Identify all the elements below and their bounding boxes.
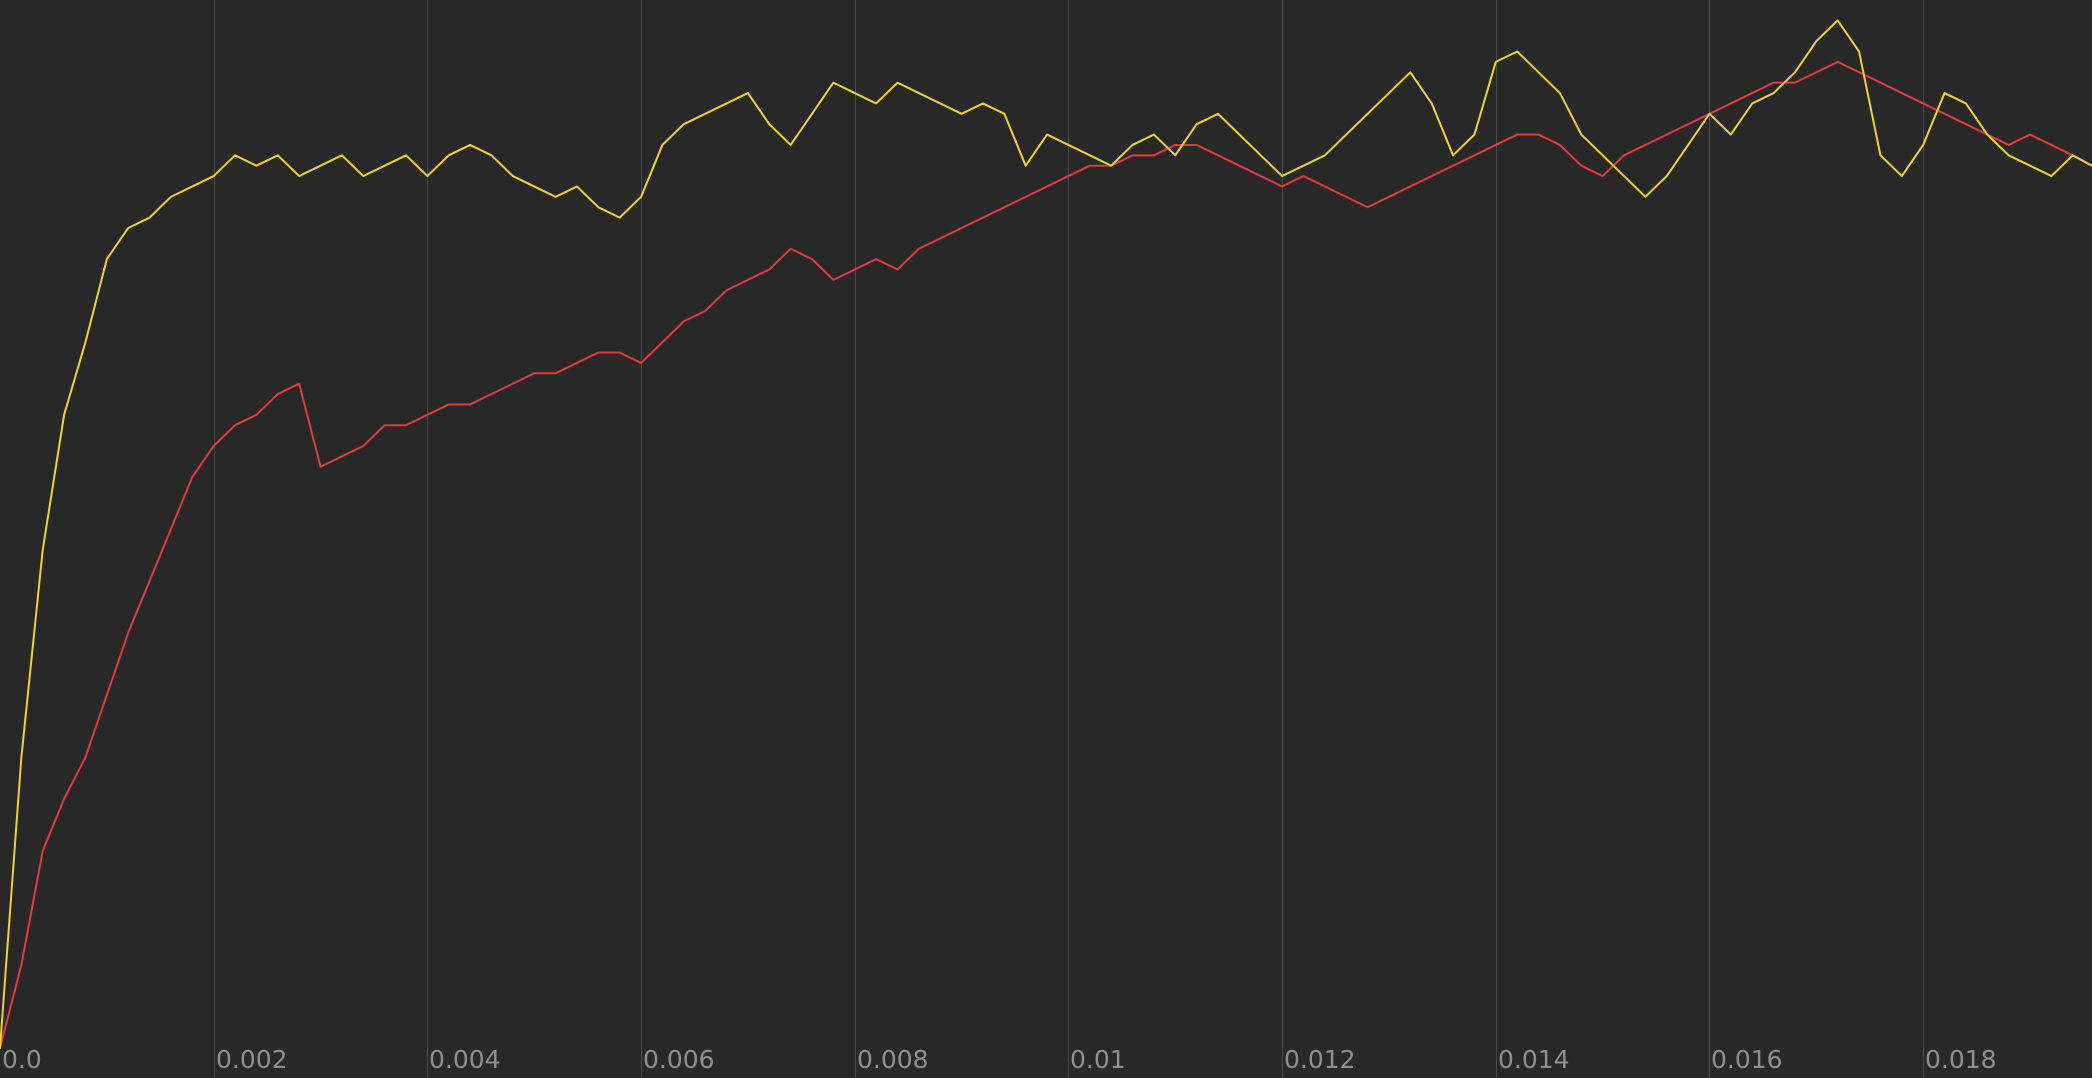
series-line <box>0 60 2092 1049</box>
x-tick-label: 0.006 <box>643 1045 715 1074</box>
x-tick-label: 0.016 <box>1711 1045 1783 1074</box>
x-tick-label: 0.004 <box>429 1045 501 1074</box>
x-tick-label: 0.0 <box>2 1045 42 1074</box>
x-tick-label: 0.012 <box>1284 1045 1356 1074</box>
x-tick-label: 0.008 <box>857 1045 929 1074</box>
x-tick-label: 0.014 <box>1498 1045 1570 1074</box>
x-tick-label: 0.002 <box>216 1045 288 1074</box>
x-tick-label: 0.018 <box>1925 1045 1997 1074</box>
series-line <box>0 19 2092 1049</box>
vertical-grid <box>214 0 1924 1078</box>
series-layer <box>0 19 2092 1049</box>
x-axis-ticks: 0.0 0.002 0.004 0.006 0.008 0.01 0.012 0.014 0.0… <box>2 1045 1997 1074</box>
x-tick-label: 0.01 <box>1070 1045 1126 1074</box>
